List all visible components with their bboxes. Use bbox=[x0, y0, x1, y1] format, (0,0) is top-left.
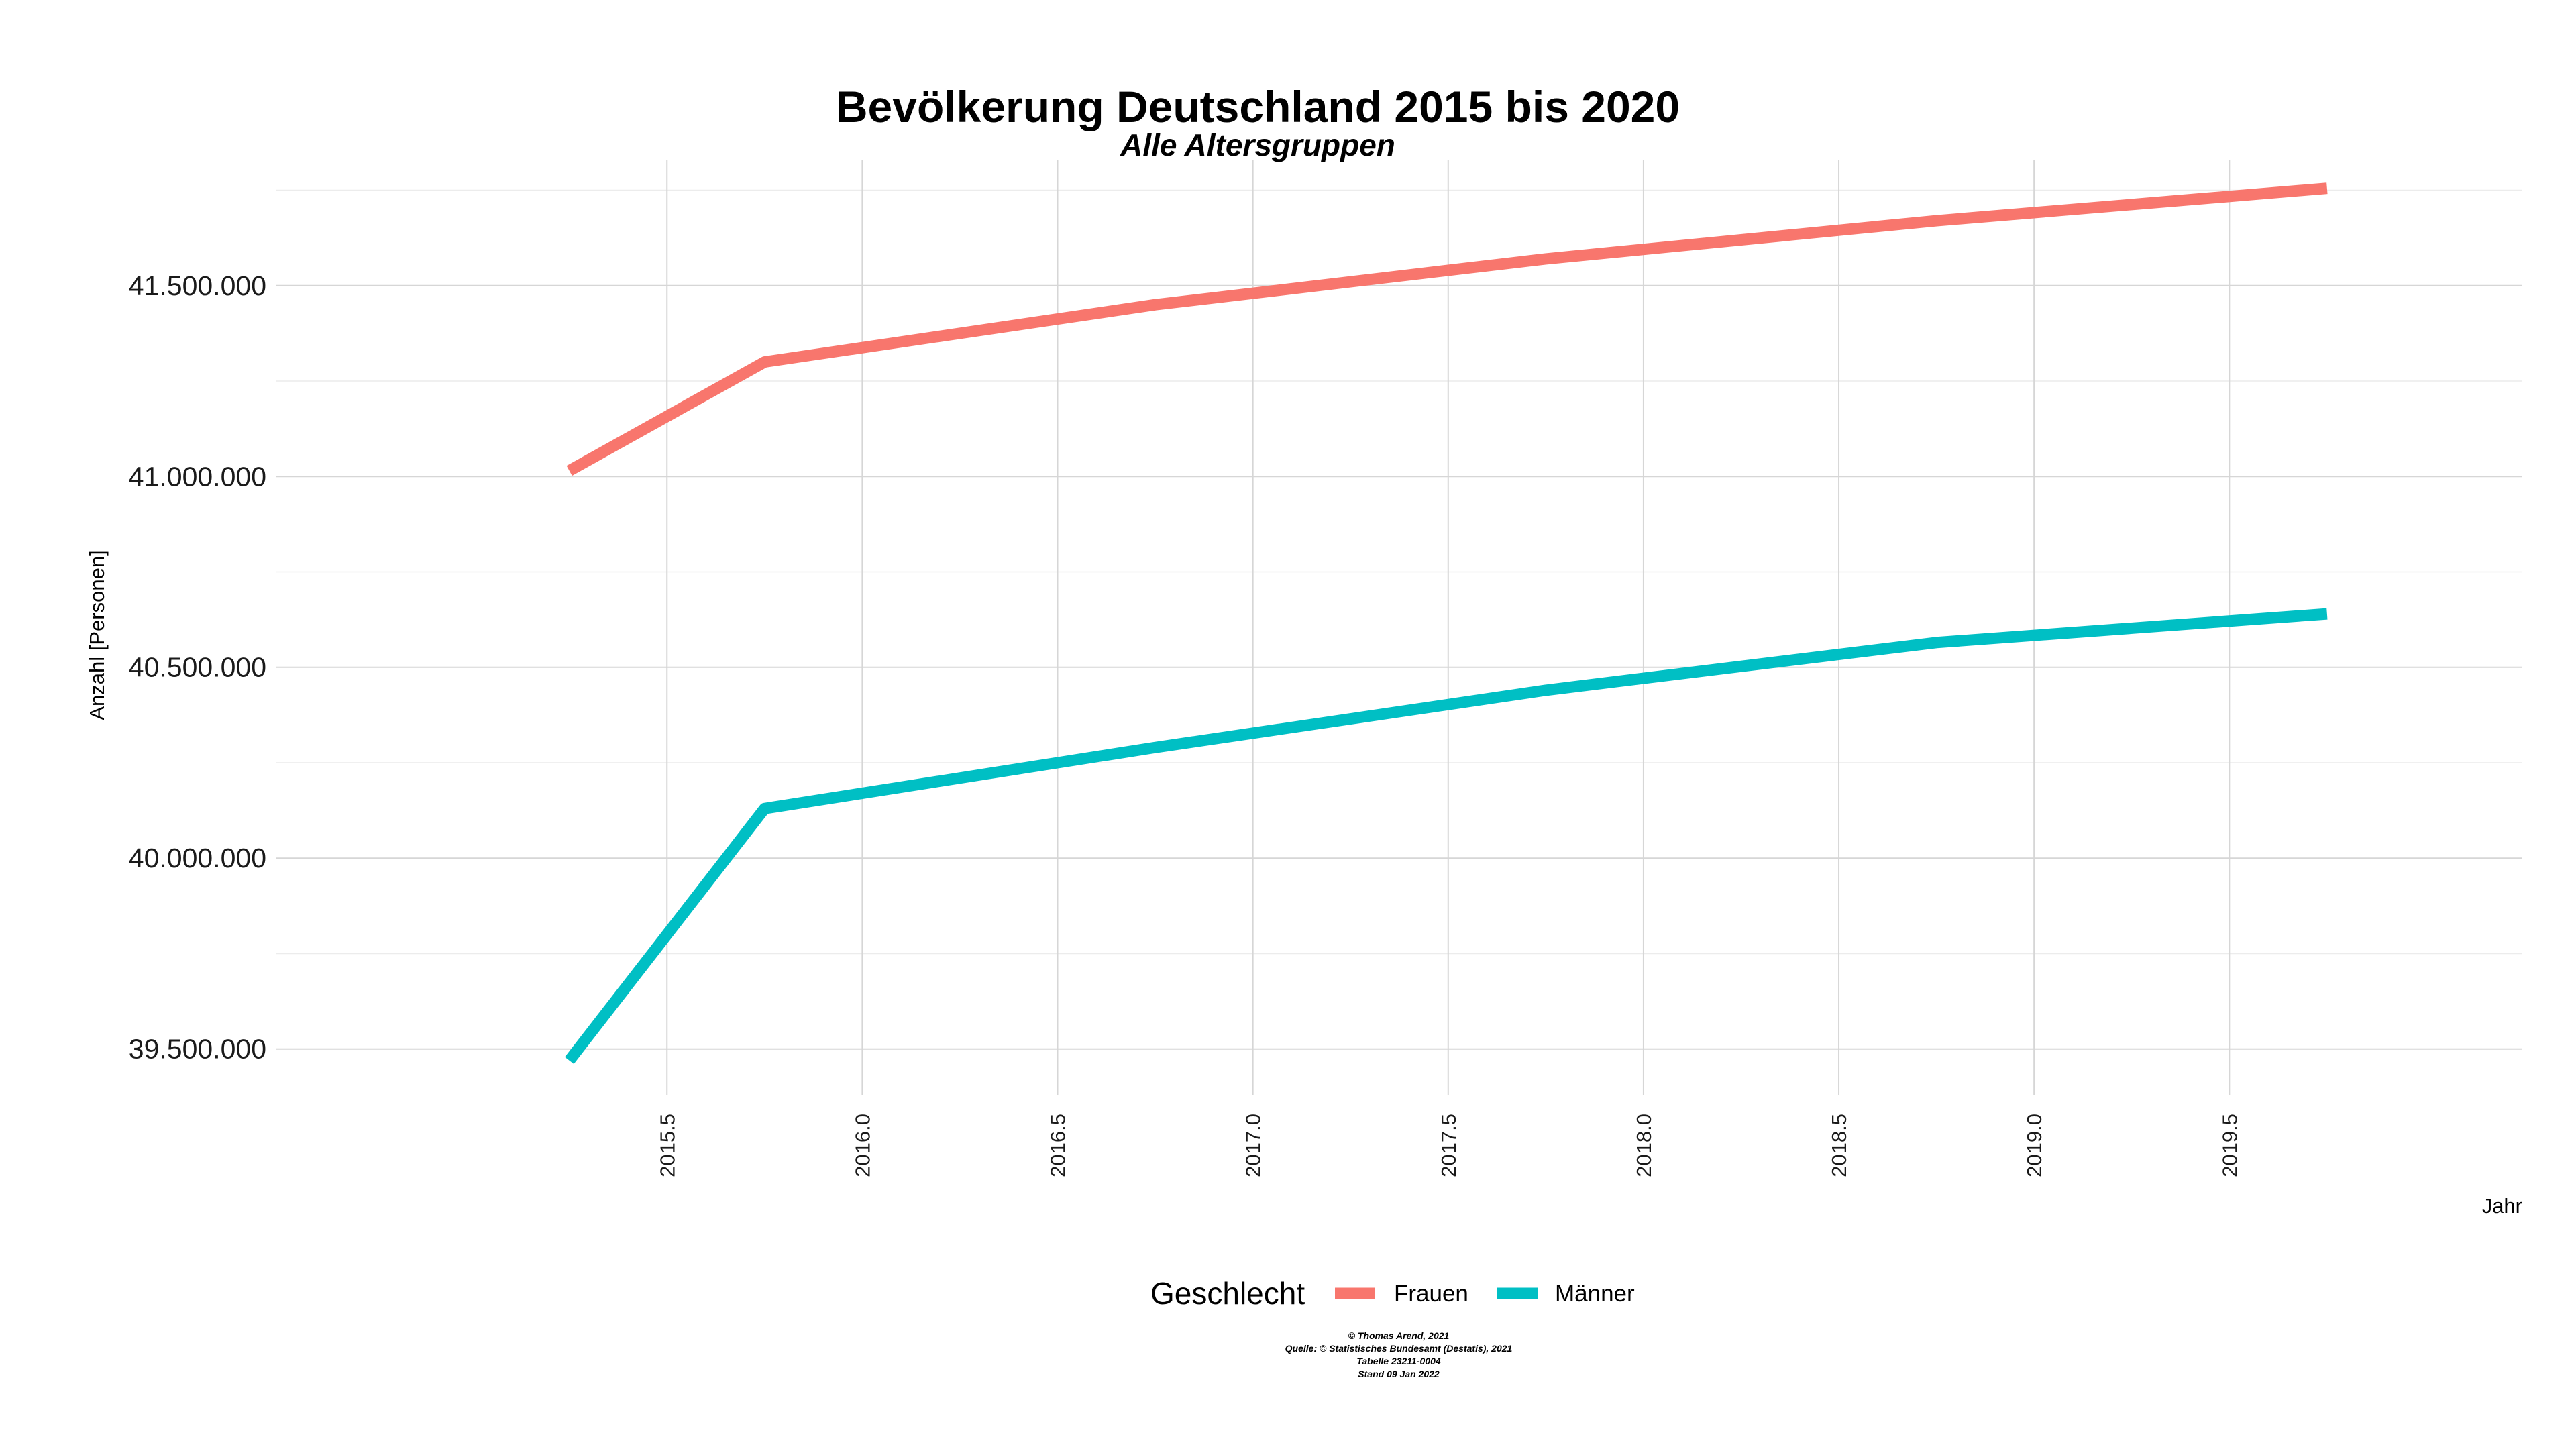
y-tick-label: 41.500.000 bbox=[129, 270, 266, 301]
y-axis-tick-labels: 39.500.000 40.000.000 40.500.000 41.000.000… bbox=[129, 270, 266, 1065]
x-tick-label: 2016.5 bbox=[1046, 1114, 1070, 1177]
caption-line-4: Stand 09 Jan 2022 bbox=[1358, 1368, 1440, 1379]
series-line-maenner bbox=[564, 608, 2328, 1064]
minor-gridlines bbox=[276, 189, 2522, 955]
legend-label-frauen: Frauen bbox=[1394, 1281, 1468, 1307]
y-tick-label: 39.500.000 bbox=[129, 1034, 266, 1065]
x-axis-tick-labels: 2015.5 2016.0 2016.5 2017.0 2017.5 2018.0 2018… bbox=[655, 1114, 2241, 1177]
x-tick-label: 2017.5 bbox=[1437, 1114, 1460, 1177]
caption: © Thomas Arend, 2021 Quelle: © Statistis… bbox=[1285, 1330, 1513, 1379]
legend-title: Geschlecht bbox=[1150, 1276, 1305, 1311]
x-tick-label: 2017.0 bbox=[1242, 1114, 1265, 1177]
x-tick-label: 2018.0 bbox=[1632, 1114, 1656, 1177]
x-tick-label: 2019.5 bbox=[2218, 1114, 2241, 1177]
caption-line-3: Tabelle 23211-0004 bbox=[1356, 1356, 1441, 1366]
x-axis-title: Jahr bbox=[2482, 1194, 2522, 1218]
legend-label-maenner: Männer bbox=[1555, 1281, 1635, 1307]
major-gridlines bbox=[276, 160, 2522, 1095]
series-line-frauen bbox=[566, 182, 2328, 476]
data-lines bbox=[564, 182, 2328, 1064]
caption-line-1: © Thomas Arend, 2021 bbox=[1348, 1330, 1450, 1341]
y-tick-label: 40.500.000 bbox=[129, 652, 266, 683]
legend: Geschlecht Frauen Männer bbox=[1150, 1276, 1635, 1311]
chart-title: Bevölkerung Deutschland 2015 bis 2020 bbox=[836, 82, 1680, 131]
x-tick-label: 2018.5 bbox=[1827, 1114, 1851, 1177]
y-tick-label: 41.000.000 bbox=[129, 461, 266, 492]
y-tick-label: 40.000.000 bbox=[129, 843, 266, 873]
y-axis-title: Anzahl [Personen] bbox=[85, 550, 109, 720]
x-tick-label: 2016.0 bbox=[851, 1114, 874, 1177]
chart-subtitle: Alle Altersgruppen bbox=[1120, 127, 1395, 162]
x-tick-label: 2019.0 bbox=[2023, 1114, 2046, 1177]
x-tick-label: 2015.5 bbox=[655, 1114, 679, 1177]
caption-line-2: Quelle: © Statistisches Bundesamt (Desta… bbox=[1285, 1343, 1513, 1354]
